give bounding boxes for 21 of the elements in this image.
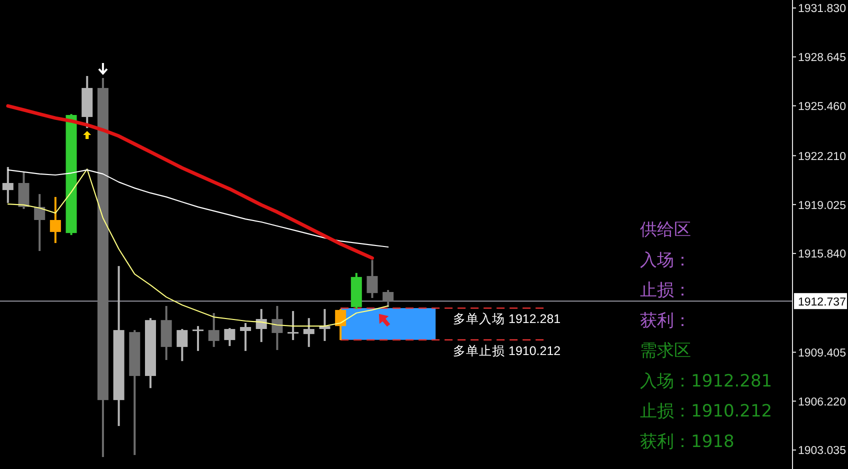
annotation: 获利：1918 [640,432,734,452]
ref-line-label: 1912.737 [798,296,846,308]
y-tick-label: 1925.460 [798,100,846,113]
line-series [6,104,374,260]
text: 供给区 [640,220,691,240]
y-tick-label: 1903.035 [798,445,846,458]
y-tick-label: 1919.025 [798,200,846,212]
ref-line-label: 多单入场 1912.281 [453,312,561,326]
y-tick-label: 1915.840 [798,248,846,261]
annotation: 止损：1910.212 [640,402,772,422]
ref-line-label: 多单止损 1910.212 [453,344,561,358]
y-tick-label: 1909.405 [798,347,846,360]
y-tick-label: 1906.220 [798,396,846,408]
annotation: 止损： [640,280,691,301]
annotation: 入场：1912.281 [640,371,772,392]
y-tick-label: 1931.830 [798,3,846,16]
y-tick-label: 1928.645 [798,52,846,64]
y-tick-label: 1922.210 [798,150,846,163]
annotation: 获利： [640,310,691,331]
annotation: 入场： [640,250,691,270]
text: 需求区 [640,341,691,361]
